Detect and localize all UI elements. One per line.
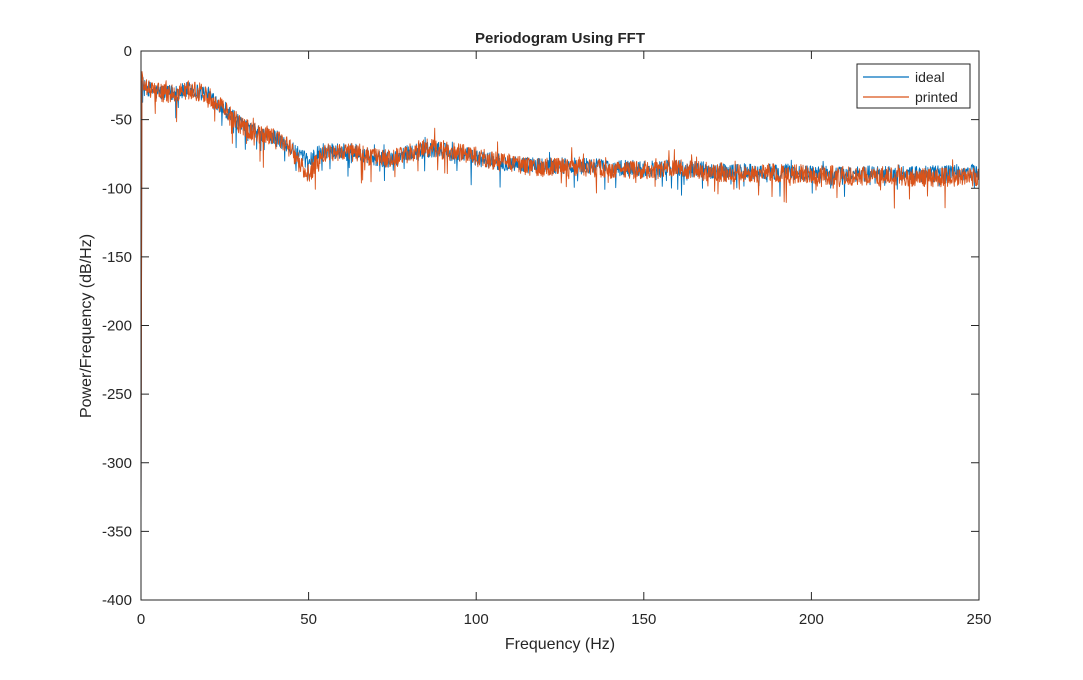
y-tick-label: -250 [102, 386, 132, 403]
x-tick-label: 200 [799, 611, 824, 628]
chart-title: Periodogram Using FFT [475, 30, 645, 47]
x-tick-label: 50 [300, 611, 317, 628]
series-line-printed [140, 71, 980, 539]
y-tick-label: -100 [102, 180, 132, 197]
y-tick-label: -400 [102, 592, 132, 609]
legend-box [856, 63, 971, 109]
y-tick-label: -200 [102, 318, 132, 335]
x-tick-label: 0 [137, 611, 145, 628]
x-tick-label: 150 [631, 611, 656, 628]
y-tick-label: -150 [102, 249, 132, 266]
legend-label-ideal: ideal [915, 69, 945, 85]
y-tick-label: -350 [102, 523, 132, 540]
x-tick-label: 100 [464, 611, 489, 628]
y-tick-label: -300 [102, 455, 132, 472]
legend-label-printed: printed [915, 89, 958, 105]
x-tick-label: 250 [966, 611, 991, 628]
x-axis-label: Frequency (Hz) [505, 636, 615, 653]
y-tick-label: -50 [110, 112, 132, 129]
y-tick-label: 0 [124, 43, 132, 60]
y-axis-label: Power/Frequency (dB/Hz) [78, 234, 95, 418]
